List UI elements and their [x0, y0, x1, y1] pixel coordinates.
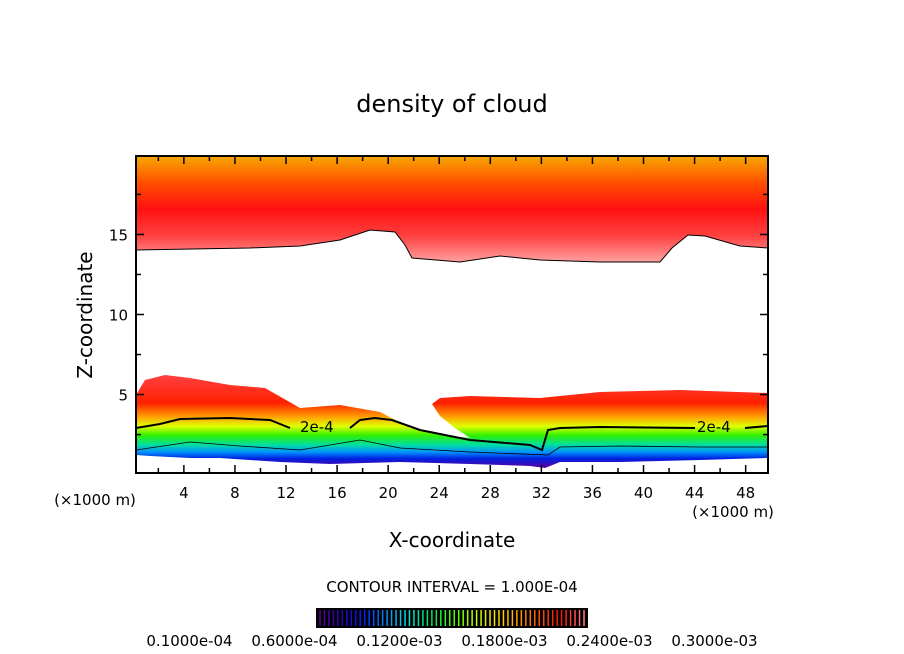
colorbar-label: 0.1200e-03 [356, 632, 442, 650]
colorbar-label: 0.1800e-03 [461, 632, 547, 650]
y-axis-label: Z-coordinate [73, 251, 97, 378]
contour-line-lower [135, 439, 768, 456]
x-tick-label: 48 [736, 484, 755, 502]
x-tick-label: 16 [328, 484, 347, 502]
colorbar-label: 0.2400e-03 [566, 632, 652, 650]
colorbar-label: 0.3000e-03 [671, 632, 757, 650]
chart-title: density of cloud [356, 90, 547, 118]
x-tick-label: 12 [276, 484, 295, 502]
contour-interval-text: CONTOUR INTERVAL = 1.000E-04 [326, 578, 577, 596]
x-tick-label: 24 [430, 484, 449, 502]
colorbar-label: 0.1000e-04 [146, 632, 232, 650]
contour-line-2e-4 [135, 416, 769, 452]
upper-cloud-band [135, 155, 769, 263]
x-tick-label: 20 [379, 484, 398, 502]
y-tick-label: 15 [109, 226, 128, 244]
contour-label: 2e-4 [300, 418, 334, 436]
colorbar-frame [316, 608, 588, 628]
x-tick-label: 28 [481, 484, 500, 502]
x-tick-label: 36 [583, 484, 602, 502]
x-axis-label: X-coordinate [389, 528, 516, 552]
x-unit-right: (×1000 m) [692, 503, 774, 521]
colorbar: 0.1000e-04 0.6000e-04 0.1200e-03 0.1800e-03… [146, 608, 758, 650]
lower-cloud-band [136, 375, 768, 468]
colorbar-label: 0.6000e-04 [251, 632, 337, 650]
x-tick-label: 44 [685, 484, 704, 502]
contour-label: 2e-4 [697, 418, 731, 436]
y-tick-label: 5 [118, 387, 128, 405]
x-tick-label: 32 [532, 484, 551, 502]
x-tick-label: 40 [634, 484, 653, 502]
y-tick-label: 10 [109, 307, 128, 325]
x-unit-left: (×1000 m) [54, 491, 136, 509]
x-tick-label: 4 [179, 484, 189, 502]
x-tick-label: 8 [230, 484, 240, 502]
